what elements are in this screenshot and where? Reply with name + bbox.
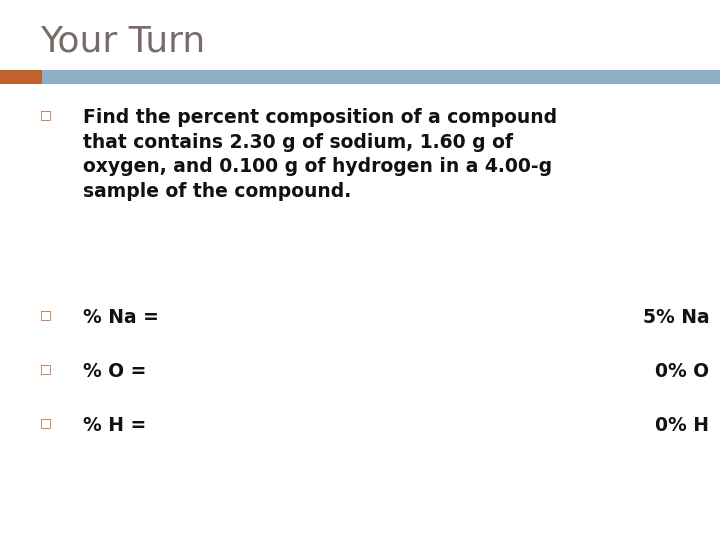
Text: % Na =: % Na = — [83, 308, 158, 327]
Bar — [42, 70, 720, 84]
Text: Find the percent composition of a compound
that contains 2.30 g of sodium, 1.60 : Find the percent composition of a compou… — [83, 108, 557, 201]
Text: 5% Na: 5% Na — [642, 308, 709, 327]
Text: □: □ — [40, 308, 51, 321]
Bar — [0, 70, 42, 84]
Text: 0% H: 0% H — [655, 416, 709, 435]
Text: % O =: % O = — [83, 362, 146, 381]
Text: □: □ — [40, 108, 51, 121]
Text: □: □ — [40, 362, 51, 375]
Text: 0% O: 0% O — [655, 362, 709, 381]
Text: □: □ — [40, 416, 51, 429]
Text: % H =: % H = — [83, 416, 146, 435]
Text: Your Turn: Your Turn — [40, 24, 205, 58]
